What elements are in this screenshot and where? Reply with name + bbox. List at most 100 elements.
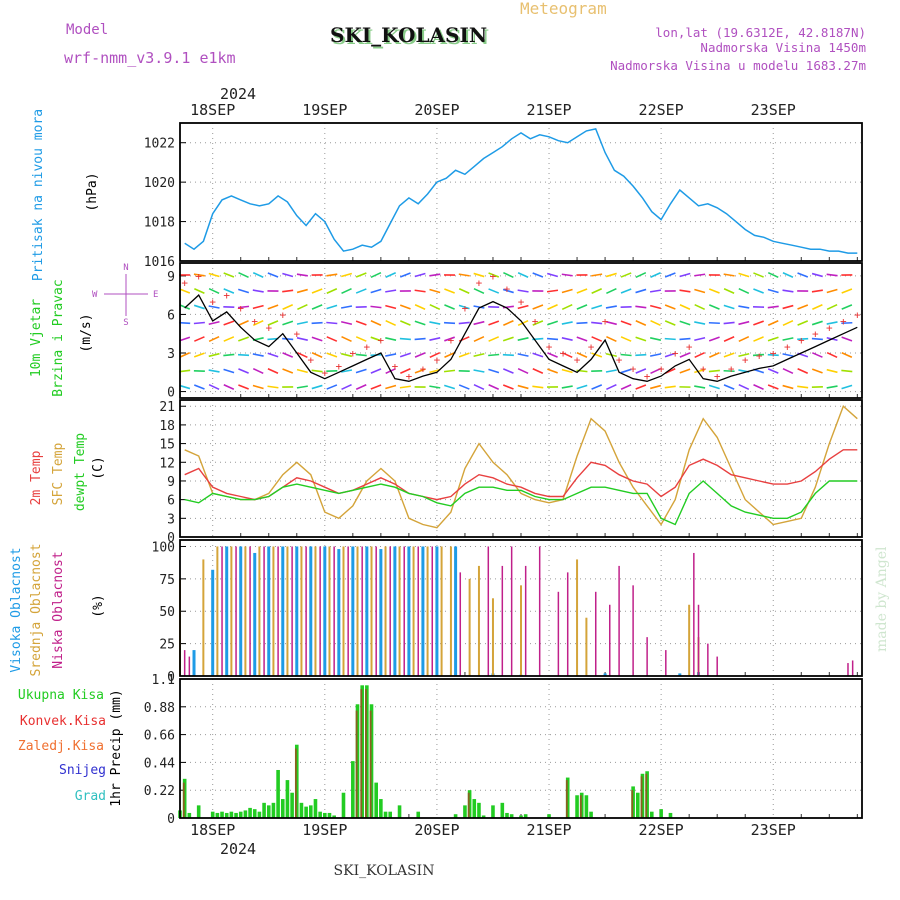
cloud-bar [225, 546, 229, 676]
wind-arrow [826, 368, 838, 374]
gust-mark: + [686, 341, 693, 354]
precip-bar [584, 795, 589, 818]
cloud-bar [347, 546, 349, 676]
wind-arrow [752, 353, 765, 357]
wind-arrow [208, 305, 220, 309]
wind-arrow [414, 337, 426, 341]
precip-bar [379, 799, 383, 818]
wind-arrow [267, 385, 279, 389]
wind-arrow [811, 289, 823, 293]
wind-arrow [355, 368, 367, 374]
wind-arrow [708, 321, 720, 325]
gust-mark: + [251, 315, 258, 328]
cloud-bar [646, 637, 648, 676]
wind-arrow [576, 304, 588, 310]
footer-station: SKI_KOLASIN [334, 863, 435, 879]
wind-arrow [208, 383, 220, 391]
gust-mark: + [826, 321, 833, 334]
gust-mark: + [742, 353, 749, 366]
precip-bar [299, 802, 304, 818]
cloud-bar [239, 546, 243, 676]
precip-bar [332, 815, 336, 818]
cloud-bar [665, 650, 667, 676]
wind-arrow [488, 353, 500, 357]
wind-arrow [385, 304, 397, 310]
day-label-bottom: 23SEP [751, 821, 796, 839]
y-tick-label: 1016 [144, 255, 175, 270]
wind-arrow [311, 304, 323, 310]
gust-mark: + [336, 360, 343, 373]
day-label-top: 22SEP [639, 101, 684, 119]
wind-arrow [341, 383, 352, 391]
cloud-bar [524, 565, 527, 676]
wind-arrow [444, 352, 455, 358]
gust-mark: + [307, 353, 314, 366]
wind-arrow [591, 304, 603, 310]
wind-arrow [811, 320, 823, 326]
y-tick-label: 12 [159, 456, 175, 471]
wind-arrow [458, 352, 470, 358]
wind-arrow [650, 384, 662, 390]
wind-arrow [576, 336, 588, 342]
precip-legend-item: Snijeg [59, 763, 106, 778]
wind-arrow [576, 288, 588, 294]
cloud-low-label: Niska Oblacnost [51, 551, 66, 668]
day-label-bottom: 19SEP [302, 821, 347, 839]
wind-arrow [561, 273, 573, 277]
wind-arrow [576, 321, 588, 325]
cloud-bar [337, 549, 341, 676]
wind-arrow [385, 384, 397, 390]
gust-mark: + [798, 334, 805, 347]
wind-arrow [723, 384, 735, 390]
dewpoint-line [184, 480, 858, 526]
wind-arrow [443, 369, 456, 373]
wind-arrow [635, 384, 647, 390]
wind-arrow [708, 336, 720, 342]
cloud-bar [501, 565, 504, 676]
wind-arrow [708, 304, 720, 310]
panel-labels: Pritisak na nivou mora (hPa) 10m Vjetar Brz… [9, 109, 124, 807]
cloud-bar [333, 546, 335, 676]
wind-arrow [635, 271, 647, 279]
cloud-bar [398, 546, 401, 676]
wind-arrow [694, 385, 706, 389]
wind-arrow [326, 384, 338, 390]
wind-key-south: S [123, 318, 128, 328]
wind-arrow [517, 304, 529, 310]
wind-arrow [311, 336, 323, 342]
wind-arrow [282, 337, 294, 341]
wind-arrow [473, 383, 485, 391]
gust-mark: + [265, 321, 272, 334]
wind-arrow [488, 336, 500, 342]
wind-arrow [694, 351, 705, 359]
wind-arrow [237, 305, 250, 309]
cloud-bar [216, 546, 219, 676]
convective-bar [360, 689, 363, 818]
wind-arrow [679, 368, 691, 374]
wind-arrow [591, 336, 603, 342]
wind-arrow [311, 369, 323, 373]
wind-arrow [355, 336, 367, 342]
gust-mark: + [812, 328, 819, 341]
precip-legend-item: Grad [75, 789, 106, 804]
wind-arrow [193, 384, 205, 390]
wind-arrow [826, 288, 838, 294]
wind-arrow [252, 353, 264, 357]
wind-arrow [605, 305, 617, 309]
sfc-temp-label: SFC Temp [51, 443, 66, 506]
wind-arrow [723, 273, 735, 277]
wind-arrow [385, 271, 397, 279]
precip-axis-label: 1hr Precip (mm) [109, 689, 124, 806]
gust-mark: + [756, 350, 763, 363]
wind-arrow [811, 272, 823, 278]
wind-arrow [297, 303, 308, 311]
wind-arrow [826, 321, 838, 325]
precip-bar [523, 814, 528, 818]
wind-arrow [797, 320, 809, 326]
wind-arrow [635, 336, 647, 342]
wind-arrow [238, 368, 249, 374]
wind-unit-label: (m/s) [79, 313, 94, 352]
cloud-bar [272, 546, 275, 676]
precip-bar [262, 802, 266, 818]
wind-arrow [473, 320, 485, 326]
